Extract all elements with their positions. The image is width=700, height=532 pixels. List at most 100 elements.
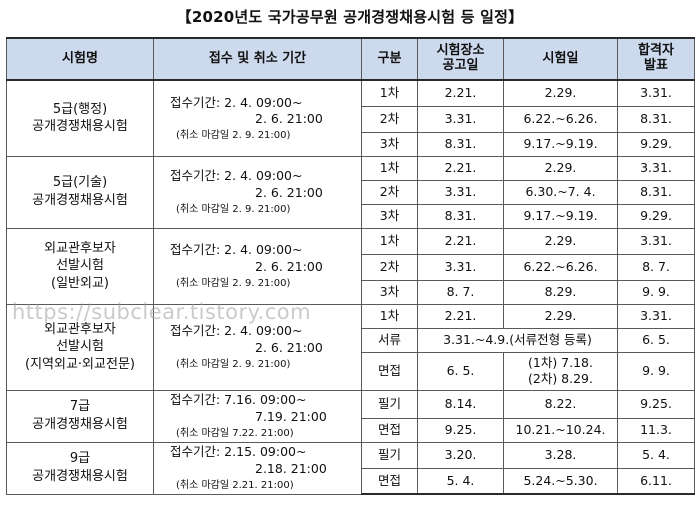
table-row: 9급 공개경쟁채용시험 접수기간: 2.15. 09:00~ 2.18. 21:00 (… bbox=[6, 441, 695, 495]
venue-date-cell: 8.31. bbox=[417, 203, 504, 229]
stage-cell: 1차 bbox=[361, 155, 418, 181]
stage-cell: 2차 bbox=[361, 179, 418, 205]
period-line: 접수기간: 2.15. 09:00~ bbox=[170, 444, 307, 460]
cancel-deadline: (취소 마감일 7.22. 21:00) bbox=[176, 427, 294, 439]
stage-cell: 2차 bbox=[361, 253, 418, 281]
stage-cell: 면접 bbox=[361, 467, 418, 495]
merged-note-cell: 3.31.~4.9.(서류전형 등록) bbox=[417, 327, 618, 353]
table-row: 5급(행정) 공개경쟁채용시험 접수기간: 2. 4. 09:00~ 2. 6. 21… bbox=[6, 79, 695, 157]
header-exam-date: 시험일 bbox=[503, 37, 618, 81]
exam-date-cell: 2.29. bbox=[503, 79, 618, 107]
table-row: 면접 9.25. 10.21.~10.24. 11.3. bbox=[7, 417, 695, 443]
exam-name-line: 선발시험 bbox=[56, 339, 104, 355]
exam-date-cell: 5.24.~5.30. bbox=[503, 467, 618, 495]
result-date-cell: 8.31. bbox=[617, 105, 695, 133]
result-date-cell: 9.29. bbox=[617, 203, 695, 229]
table-row: 서류 3.31.~4.9.(서류전형 등록) 6. 5. bbox=[7, 327, 695, 353]
exam-date-cell: 8.22. bbox=[503, 389, 618, 419]
exam-name-line: 공개경쟁채용시험 bbox=[32, 193, 128, 208]
header-result-line: 합격자 bbox=[638, 43, 674, 59]
table-row: 5급(기술) 공개경쟁채용시험 접수기간: 2. 4. 09:00~ 2. 6. 21… bbox=[6, 155, 695, 229]
header-result: 합격자 발표 bbox=[617, 37, 695, 81]
exam-date-cell: (1차) 7.18. (2차) 8.29. bbox=[503, 351, 618, 391]
schedule-table: 시험명 접수 및 취소 기간 구분 시험장소 공고일 시험일 합격자 발표 5급… bbox=[6, 37, 695, 495]
cancel-deadline: (취소 마감일 2. 9. 21:00) bbox=[176, 130, 291, 141]
exam-date-cell: 2.29. bbox=[503, 227, 618, 255]
exam-date-cell: 10.21.~10.24. bbox=[503, 417, 618, 443]
stage-cell: 1차 bbox=[361, 227, 418, 255]
stage-cell: 2차 bbox=[361, 105, 418, 133]
header-row: 시험명 접수 및 취소 기간 구분 시험장소 공고일 시험일 합격자 발표 bbox=[6, 37, 695, 81]
header-result-line: 발표 bbox=[644, 58, 668, 73]
cancel-deadline: (취소 마감일 2. 9. 21:00) bbox=[176, 358, 291, 370]
exam-date-cell: 9.17.~9.19. bbox=[503, 203, 618, 229]
venue-date-cell: 2.21. bbox=[417, 79, 504, 107]
exam-name-line: 공개경쟁채용시험 bbox=[32, 119, 128, 135]
stage-cell: 면접 bbox=[361, 351, 418, 391]
stage-cell: 3차 bbox=[361, 203, 418, 229]
venue-date-cell: 2.21. bbox=[417, 227, 504, 255]
schedule-body: 5급(행정) 공개경쟁채용시험 접수기간: 2. 4. 09:00~ 2. 6. 21… bbox=[6, 79, 695, 495]
venue-date-cell: 9.25. bbox=[417, 417, 504, 443]
application-period: 접수기간: 7.16. 09:00~ 7.19. 21:00 (취소 마감일 7.2… bbox=[153, 389, 362, 443]
application-period: 접수기간: 2. 4. 09:00~ 2. 6. 21:00 (취소 마감일 2. … bbox=[153, 227, 362, 305]
stage-cell: 서류 bbox=[361, 327, 418, 353]
exam-name-line: 5급(행정) bbox=[52, 101, 108, 117]
period-line: 2. 6. 21:00 bbox=[255, 184, 323, 200]
application-period: 접수기간: 2. 4. 09:00~ 2. 6. 21:00 (취소 마감일 2. … bbox=[153, 79, 362, 157]
table-row: 외교관후보자 선발시험 (지역외교·외교전문) 접수기간: 2. 4. 09:00~ 2… bbox=[6, 303, 695, 391]
venue-date-cell: 6. 5. bbox=[417, 351, 504, 391]
result-date-cell: 9.29. bbox=[617, 131, 695, 157]
exam-date-cell: 2.29. bbox=[503, 155, 618, 181]
period-line: 2.18. 21:00 bbox=[255, 460, 327, 476]
result-date-cell: 3.31. bbox=[617, 227, 695, 255]
result-date-cell: 9.25. bbox=[617, 389, 695, 419]
header-stage: 구분 bbox=[361, 37, 418, 81]
cancel-deadline: (취소 마감일 2.21. 21:00) bbox=[176, 479, 294, 491]
exam-name-line: 7급 bbox=[69, 399, 91, 415]
exam-name-line: 공개경쟁채용시험 bbox=[32, 417, 128, 432]
exam-name: 5급(기술) 공개경쟁채용시험 bbox=[6, 155, 154, 229]
exam-name: 5급(행정) 공개경쟁채용시험 bbox=[6, 79, 154, 157]
exam-name: 9급 공개경쟁채용시험 bbox=[6, 441, 154, 495]
exam-name-line: (일반외교) bbox=[51, 275, 109, 291]
application-period: 접수기간: 2. 4. 09:00~ 2. 6. 21:00 (취소 마감일 2. … bbox=[153, 303, 362, 391]
exam-date-cell: 8.29. bbox=[503, 279, 618, 305]
exam-name-line: 선발시험 bbox=[56, 258, 104, 274]
header-exam: 시험명 bbox=[6, 37, 154, 81]
period-line: 접수기간: 2. 4. 09:00~ bbox=[170, 323, 303, 339]
result-date-cell: 11.3. bbox=[617, 417, 695, 443]
result-date-cell: 9. 9. bbox=[617, 351, 695, 391]
venue-date-cell: 2.21. bbox=[417, 303, 504, 329]
exam-date-line: (2차) 8.29. bbox=[528, 371, 593, 386]
table-row: 2차 3.31. 6.22.~6.26. 8.31. bbox=[7, 105, 695, 133]
venue-date-cell: 3.20. bbox=[417, 441, 504, 469]
exam-name-line: 외교관후보자 bbox=[44, 240, 116, 256]
exam-name-line: 5급(기술) bbox=[52, 175, 108, 191]
page-title: 【2020년도 국가공무원 공개경쟁채용시험 등 일정】 bbox=[176, 8, 524, 26]
exam-name: 외교관후보자 선발시험 (지역외교·외교전문) bbox=[6, 303, 154, 391]
exam-date-cell: 3.28. bbox=[503, 441, 618, 469]
exam-date-cell: 9.17.~9.19. bbox=[503, 131, 618, 157]
venue-date-cell: 8.14. bbox=[417, 389, 504, 419]
table-row: 3차 8. 7. 8.29. 9. 9. bbox=[7, 279, 695, 305]
table-row: 3차 8.31. 9.17.~9.19. 9.29. bbox=[7, 203, 695, 229]
stage-cell: 1차 bbox=[361, 79, 418, 107]
venue-date-cell: 8.31. bbox=[417, 131, 504, 157]
exam-date-cell: 6.22.~6.26. bbox=[503, 105, 618, 133]
venue-date-cell: 2.21. bbox=[417, 155, 504, 181]
result-date-cell: 6. 5. bbox=[617, 327, 695, 353]
exam-date-line: (1차) 7.18. bbox=[528, 355, 593, 371]
table-row: 면접 5. 4. 5.24.~5.30. 6.11. bbox=[7, 467, 695, 495]
header-period: 접수 및 취소 기간 bbox=[153, 37, 362, 81]
exam-name-line: 외교관후보자 bbox=[44, 321, 116, 337]
header-venue-line: 공고일 bbox=[442, 58, 479, 73]
header-venue-line: 시험장소 bbox=[436, 43, 485, 59]
result-date-cell: 8.31. bbox=[617, 179, 695, 205]
venue-date-cell: 8. 7. bbox=[417, 279, 504, 305]
period-line: 접수기간: 2. 4. 09:00~ bbox=[170, 242, 303, 258]
table-row: 2차 3.31. 6.22.~6.26. 8. 7. bbox=[7, 253, 695, 281]
exam-name-line: 공개경쟁채용시험 bbox=[32, 469, 128, 484]
